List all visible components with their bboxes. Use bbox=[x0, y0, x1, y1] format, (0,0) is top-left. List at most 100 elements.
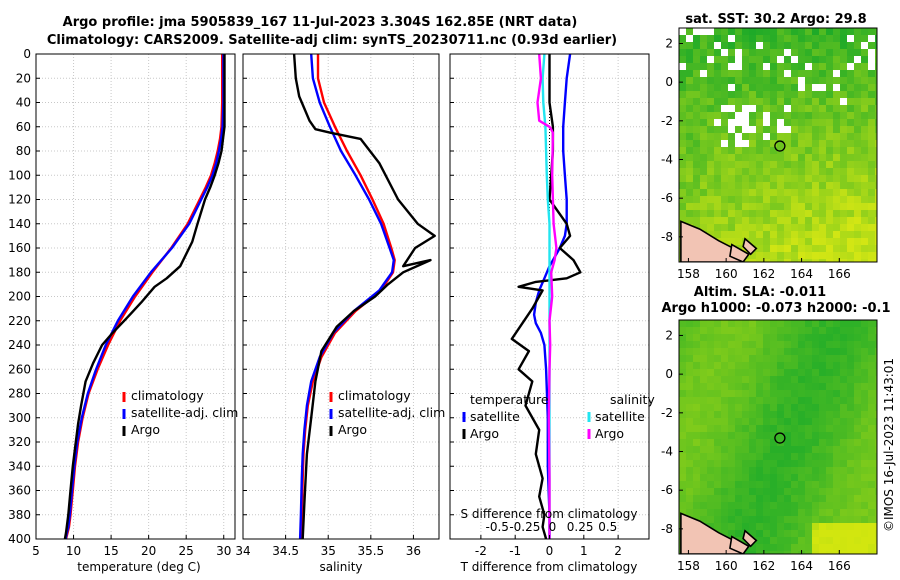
map-cell bbox=[854, 369, 862, 377]
map-cell bbox=[700, 224, 708, 232]
map-cell bbox=[707, 84, 715, 92]
map-cell bbox=[812, 84, 820, 92]
map-cell bbox=[875, 231, 877, 239]
map-cell bbox=[840, 530, 848, 538]
map-cell bbox=[721, 411, 729, 419]
map-cell bbox=[735, 516, 743, 524]
map-cell bbox=[777, 28, 785, 36]
map-cell bbox=[833, 140, 841, 148]
map-cell bbox=[784, 362, 792, 370]
map-cell bbox=[693, 432, 701, 440]
map-cell bbox=[714, 516, 722, 524]
map-cell bbox=[777, 530, 785, 538]
map-cell bbox=[763, 376, 771, 384]
map-cell bbox=[679, 56, 687, 64]
map-cell bbox=[833, 70, 841, 78]
map-cell bbox=[833, 126, 841, 134]
map-cell bbox=[700, 453, 708, 461]
map-cell bbox=[700, 509, 708, 517]
map-cell bbox=[756, 189, 764, 197]
map-cell bbox=[770, 348, 778, 356]
map-cell bbox=[854, 320, 862, 328]
map-cell bbox=[791, 439, 799, 447]
map-cell bbox=[826, 376, 834, 384]
map-cell bbox=[686, 411, 694, 419]
map-cell bbox=[693, 327, 701, 335]
map-cell bbox=[798, 355, 806, 363]
map-cell bbox=[805, 126, 813, 134]
map-cell bbox=[742, 98, 750, 106]
map-cell bbox=[693, 210, 701, 218]
map-cell bbox=[742, 196, 750, 204]
map-cell bbox=[735, 460, 743, 468]
map-cell bbox=[749, 119, 757, 127]
map-cell bbox=[861, 42, 869, 50]
map-cell bbox=[763, 362, 771, 370]
map-cell bbox=[707, 28, 715, 36]
map-cell bbox=[763, 126, 771, 134]
map-cell bbox=[735, 28, 743, 36]
map-cell bbox=[833, 432, 841, 440]
map-cell bbox=[868, 259, 876, 262]
map-cell bbox=[819, 551, 827, 554]
map-cell bbox=[833, 376, 841, 384]
map-cell bbox=[875, 210, 877, 218]
map-cell bbox=[728, 175, 736, 183]
map-cell bbox=[798, 509, 806, 517]
y-tick-label: 140 bbox=[8, 217, 31, 231]
map-cell bbox=[784, 516, 792, 524]
map-cell bbox=[714, 397, 722, 405]
map-cell bbox=[798, 77, 806, 85]
map-cell bbox=[826, 334, 834, 342]
map-cell bbox=[875, 411, 877, 419]
map-cell bbox=[833, 105, 841, 113]
map-cell bbox=[791, 84, 799, 92]
map-cell bbox=[728, 446, 736, 454]
map-cell bbox=[840, 196, 848, 204]
map-cell bbox=[679, 42, 687, 50]
map-cell bbox=[742, 397, 750, 405]
map-cell bbox=[840, 467, 848, 475]
map-cell bbox=[742, 411, 750, 419]
map-cell bbox=[812, 481, 820, 489]
argo-position-marker bbox=[774, 432, 786, 444]
map-cell bbox=[707, 49, 715, 57]
map-cell bbox=[714, 98, 722, 106]
map-cell bbox=[679, 376, 687, 384]
map-cell bbox=[840, 355, 848, 363]
map-cell bbox=[728, 411, 736, 419]
map-cell bbox=[805, 77, 813, 85]
map-cell bbox=[847, 70, 855, 78]
map-cell bbox=[868, 432, 876, 440]
map-cell bbox=[868, 488, 876, 496]
map-cell bbox=[707, 182, 715, 190]
map-cell bbox=[749, 369, 757, 377]
map-cell bbox=[749, 77, 757, 85]
map-cell bbox=[868, 84, 876, 92]
map-cell bbox=[707, 189, 715, 197]
map-cell bbox=[812, 362, 820, 370]
map-cell bbox=[700, 341, 708, 349]
map-cell bbox=[854, 334, 862, 342]
map-cell bbox=[784, 411, 792, 419]
map-cell bbox=[854, 551, 862, 554]
map-cell bbox=[763, 551, 771, 554]
map-cell bbox=[728, 189, 736, 197]
map-cell bbox=[721, 91, 729, 99]
map-cell bbox=[875, 418, 877, 426]
map-cell bbox=[707, 439, 715, 447]
map-cell bbox=[812, 509, 820, 517]
map-cell bbox=[812, 154, 820, 162]
map-cell bbox=[700, 91, 708, 99]
map-cell bbox=[721, 348, 729, 356]
legend-temperature-title: temperature bbox=[470, 392, 549, 407]
map-cell bbox=[833, 383, 841, 391]
map-cell bbox=[847, 231, 855, 239]
map-cell bbox=[749, 189, 757, 197]
map-cell bbox=[728, 362, 736, 370]
map-cell bbox=[826, 530, 834, 538]
map-cell bbox=[735, 42, 743, 50]
map-cell bbox=[707, 320, 715, 328]
map-cell bbox=[833, 77, 841, 85]
x-tick-label: 35.5 bbox=[357, 544, 384, 558]
